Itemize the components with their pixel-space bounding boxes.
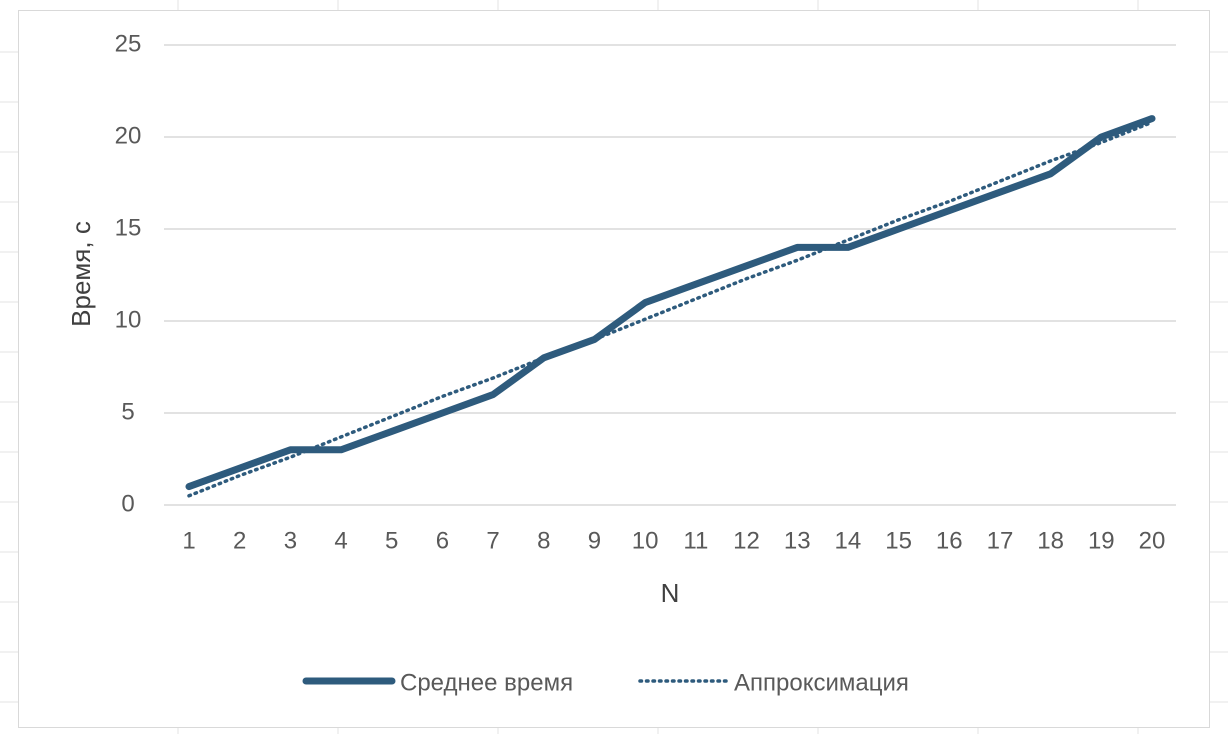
series-lines <box>185 115 1156 498</box>
x-tick-label: 4 <box>334 527 347 554</box>
x-tick-label: 5 <box>385 527 398 554</box>
x-tick-label: 9 <box>588 527 601 554</box>
x-tick-label: 17 <box>987 527 1014 554</box>
x-tick-label: 7 <box>486 527 499 554</box>
y-tick-label: 20 <box>115 122 142 149</box>
series-line <box>185 115 1156 491</box>
x-tick-label: 1 <box>182 527 195 554</box>
x-tick-label: 3 <box>284 527 297 554</box>
series-line <box>187 120 1154 498</box>
x-tick-label: 2 <box>233 527 246 554</box>
x-tick-label: 8 <box>537 527 550 554</box>
x-tick-label: 6 <box>436 527 449 554</box>
y-tick-label: 15 <box>115 214 142 241</box>
x-tick-label: 13 <box>784 527 811 554</box>
x-tick-label: 19 <box>1088 527 1115 554</box>
legend-label-approximation: Аппроксимация <box>734 669 909 696</box>
x-tick-label: 10 <box>632 527 659 554</box>
series-average-time[interactable] <box>185 115 1156 491</box>
x-tick-labels: 1 2 3 4 5 6 7 8 9 10 11 12 13 14 15 16 17 18 19 20 <box>182 527 1165 554</box>
x-tick-label: 12 <box>733 527 760 554</box>
x-tick-label: 15 <box>885 527 912 554</box>
legend-label-average: Среднее время <box>400 669 573 696</box>
gridlines <box>164 44 1176 506</box>
y-tick-label: 25 <box>115 30 142 57</box>
y-tick-label: 5 <box>121 398 134 425</box>
series-approximation[interactable] <box>187 120 1154 498</box>
x-axis-title: N <box>661 578 680 608</box>
y-tick-label: 10 <box>115 306 142 333</box>
legend[interactable]: Среднее время Аппроксимация <box>302 669 909 696</box>
y-tick-label: 0 <box>121 490 134 517</box>
y-axis-title: Время, с <box>66 221 96 327</box>
x-tick-label: 20 <box>1139 527 1166 554</box>
chart-area[interactable] <box>18 10 1210 728</box>
x-tick-label: 16 <box>936 527 963 554</box>
legend-item-average[interactable]: Среднее время <box>302 669 573 696</box>
legend-item-approximation[interactable]: Аппроксимация <box>638 669 909 696</box>
y-tick-labels: 0 5 10 15 20 25 <box>115 30 142 517</box>
x-tick-label: 14 <box>835 527 862 554</box>
x-tick-label: 18 <box>1037 527 1064 554</box>
x-tick-label: 11 <box>683 527 708 554</box>
